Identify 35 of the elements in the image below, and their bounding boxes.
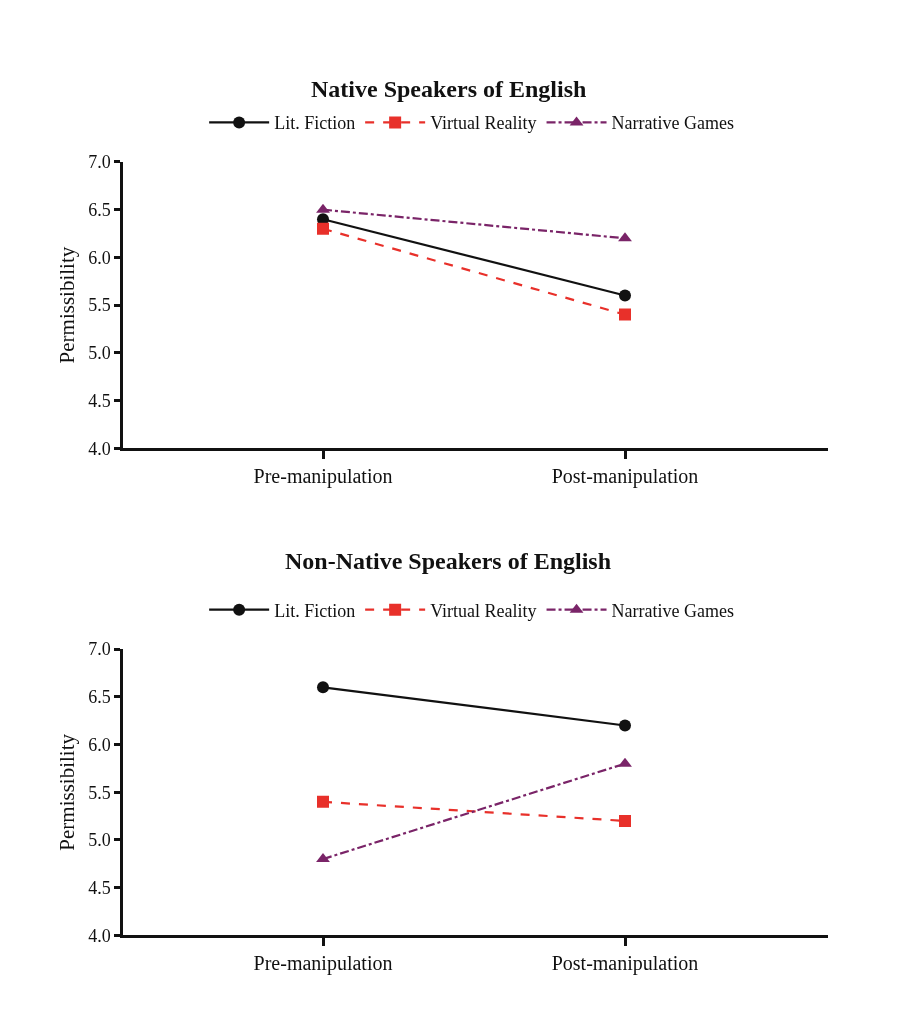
point	[619, 719, 631, 732]
y-tick-label: 7.0	[88, 639, 111, 660]
x-tick-label: Post-manipulation	[551, 464, 699, 488]
legend-label: Lit. Fiction	[274, 113, 356, 134]
x-tick-label: Pre-manipulation	[253, 952, 393, 976]
y-axis-title: Permissibility	[55, 246, 80, 364]
point	[317, 681, 329, 694]
legend-label: Virtual Reality	[430, 600, 537, 621]
y-tick-label: 5.0	[88, 343, 111, 364]
y-tick-label: 6.0	[88, 247, 111, 268]
y-tick-label: 4.5	[88, 390, 111, 411]
y-tick-label: 4.0	[88, 925, 111, 946]
legend-label: Narrative Games	[611, 113, 734, 134]
x-tick-label: Pre-manipulation	[253, 464, 393, 488]
legend-label: Narrative Games	[611, 600, 734, 621]
point	[317, 795, 329, 808]
y-tick-label: 6.5	[88, 687, 111, 708]
point	[619, 289, 631, 302]
y-tick-label: 5.0	[88, 830, 111, 851]
chart-title: Native Speakers of English	[311, 76, 587, 102]
y-tick-label: 7.0	[88, 152, 111, 173]
legend-label: Lit. Fiction	[274, 600, 356, 621]
y-tick-label: 6.0	[88, 734, 111, 755]
x-tick-label: Post-manipulation	[551, 952, 699, 976]
y-tick-label: 4.5	[88, 878, 111, 899]
y-tick-label: 5.5	[88, 782, 111, 803]
y-tick-label: 5.5	[88, 295, 111, 316]
legend-label: Virtual Reality	[430, 113, 537, 134]
y-tick-label: 4.0	[88, 438, 111, 459]
y-tick-label: 6.5	[88, 199, 111, 220]
point	[619, 814, 631, 827]
point	[317, 222, 329, 235]
chart-title: Non-Native Speakers of English	[285, 548, 612, 574]
y-axis-title: Permissibility	[55, 733, 80, 851]
point	[619, 308, 631, 321]
